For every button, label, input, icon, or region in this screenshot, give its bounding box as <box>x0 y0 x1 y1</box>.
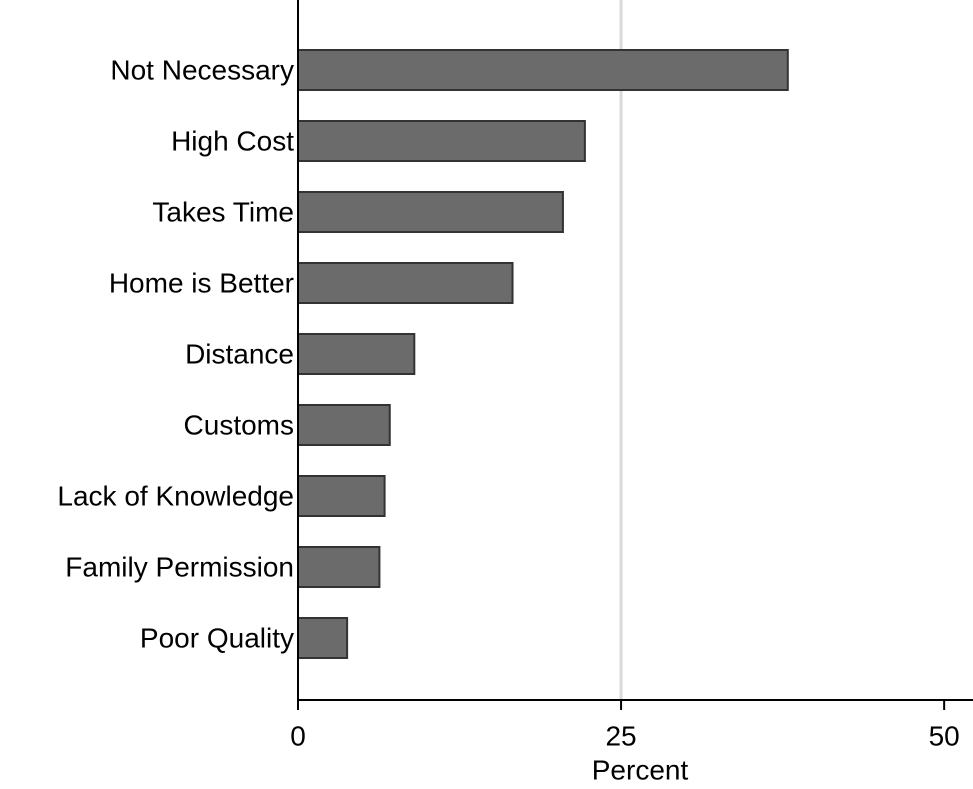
y-tick-label: Distance <box>185 338 294 369</box>
bar <box>297 404 391 446</box>
y-tick-label: Takes Time <box>152 196 294 227</box>
y-tick-label: Lack of Knowledge <box>57 480 294 511</box>
bar <box>297 333 416 375</box>
y-tick-label: High Cost <box>171 125 294 156</box>
x-axis-label: Percent <box>592 754 689 785</box>
x-tick-label: 25 <box>605 720 636 751</box>
y-tick-label: Poor Quality <box>140 622 294 653</box>
bar <box>297 120 586 162</box>
bar <box>297 475 386 517</box>
y-tick-label: Not Necessary <box>110 54 294 85</box>
bar <box>297 262 514 304</box>
y-tick-label: Family Permission <box>65 551 294 582</box>
bar <box>297 546 381 588</box>
bar <box>297 191 564 233</box>
x-tick-label: 50 <box>929 720 960 751</box>
bar <box>297 49 789 91</box>
x-tick-label: 0 <box>290 720 306 751</box>
y-tick-label: Home is Better <box>109 267 294 298</box>
bar <box>297 617 349 659</box>
y-tick-label: Customs <box>184 409 294 440</box>
